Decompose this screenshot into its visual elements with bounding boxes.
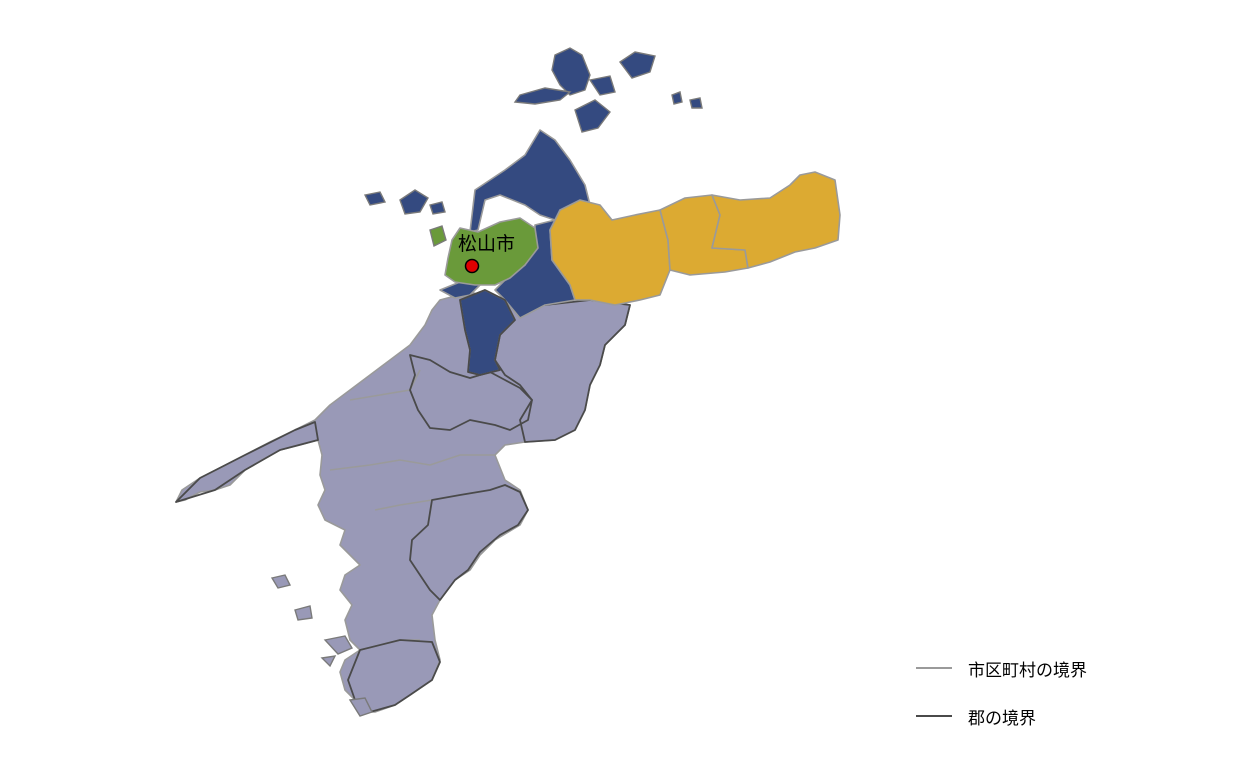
island-n1 bbox=[323, 635, 354, 655]
island-n3 bbox=[348, 697, 373, 717]
legend-item-municipal: 市区町村の境界 bbox=[916, 656, 1087, 681]
legend-label-county: 郡の境界 bbox=[968, 708, 1036, 729]
nanyo-islands bbox=[270, 574, 373, 717]
chuyo-iyo bbox=[439, 281, 481, 299]
island-c9 bbox=[671, 91, 683, 105]
region-nanyo bbox=[175, 291, 631, 713]
legend: 市区町村の境界 郡の境界 bbox=[916, 654, 1136, 734]
toyo-east bbox=[711, 171, 841, 269]
capital-marker bbox=[464, 258, 480, 274]
toyo-west bbox=[549, 199, 671, 306]
county-border-minamiuwa-2 bbox=[347, 639, 441, 713]
nanyo-muni-line-1 bbox=[329, 454, 495, 471]
island-n2 bbox=[320, 655, 337, 668]
island-c5 bbox=[618, 51, 656, 79]
nanyo-muni-line-3 bbox=[374, 499, 433, 511]
chuyo-islands bbox=[363, 47, 703, 248]
capital-label: 松山市 bbox=[458, 233, 515, 255]
dark-line-icon bbox=[916, 715, 952, 717]
island-c7 bbox=[363, 191, 387, 206]
county-border-kita bbox=[409, 354, 533, 431]
island-c8 bbox=[429, 201, 446, 215]
island-c2 bbox=[513, 87, 572, 105]
island-n5 bbox=[294, 605, 313, 621]
legend-item-county: 郡の境界 bbox=[916, 704, 1036, 729]
gray-line-icon bbox=[916, 667, 952, 669]
island-c6 bbox=[399, 189, 429, 215]
island-n4 bbox=[270, 574, 292, 589]
region-toyo bbox=[549, 171, 841, 306]
nanyo-muni-line-2 bbox=[349, 369, 421, 401]
county-border-cape bbox=[175, 421, 319, 503]
island-m1 bbox=[429, 225, 447, 248]
legend-label-municipal: 市区町村の境界 bbox=[968, 660, 1087, 681]
island-c3 bbox=[588, 75, 616, 96]
nanyo-mainland bbox=[175, 291, 631, 713]
island-c4 bbox=[574, 99, 611, 133]
county-border-east-nanyo bbox=[494, 299, 631, 443]
county-border-minamiuwa-1 bbox=[409, 484, 529, 601]
island-c10 bbox=[689, 97, 703, 109]
island-c1 bbox=[551, 47, 591, 96]
county-border-chuyo bbox=[459, 289, 516, 376]
